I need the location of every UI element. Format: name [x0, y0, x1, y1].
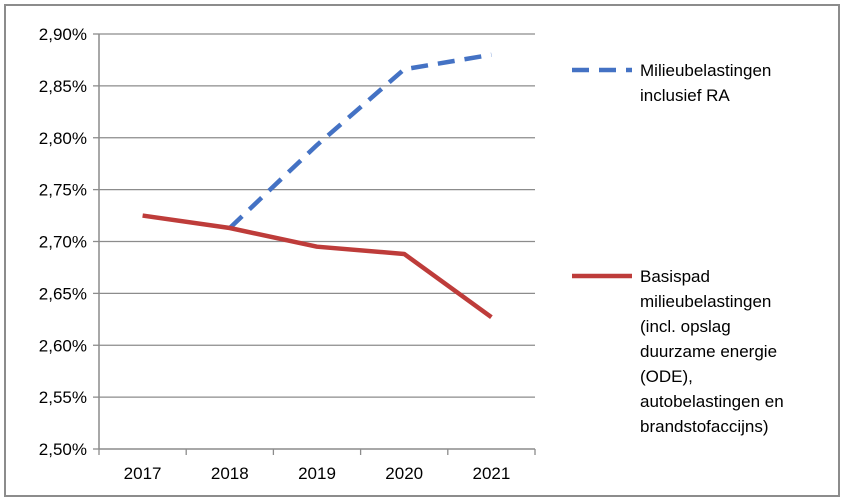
y-axis-ticks: 2,90% 2,85% 2,80% 2,75% 2,70% 2,65% 2,60% 2,55%… [39, 25, 99, 459]
legend-label: duurzame energie [640, 342, 777, 361]
y-tick-label: 2,70% [39, 233, 87, 252]
legend-label: brandstofaccijns) [640, 417, 769, 436]
y-tick-label: 2,60% [39, 336, 87, 355]
x-tick-label: 2017 [124, 464, 162, 483]
legend-label: Milieubelastingen [640, 61, 771, 80]
legend: Milieubelastingen inclusief RA Basispad mil… [572, 61, 784, 436]
gridlines [99, 33, 535, 398]
y-tick-label: 2,85% [39, 77, 87, 96]
series-lines [142, 52, 493, 320]
x-tick-label: 2020 [385, 464, 423, 483]
legend-label: inclusief RA [640, 86, 730, 105]
y-tick-label: 2,55% [39, 388, 87, 407]
y-tick-label: 2,90% [39, 25, 87, 44]
y-tick-label: 2,75% [39, 181, 87, 200]
x-axis-ticks: 2017 2018 2019 2020 2021 [98, 449, 536, 483]
x-tick-label: 2018 [211, 464, 249, 483]
legend-label: (ODE), [640, 367, 693, 386]
legend-label: (incl. opslag [640, 317, 731, 336]
y-tick-label: 2,50% [39, 440, 87, 459]
legend-label: Basispad [640, 267, 710, 286]
series-line-milieubelastingen-ra [228, 52, 492, 230]
legend-label: milieubelastingen [640, 292, 771, 311]
x-tick-label: 2019 [298, 464, 336, 483]
y-tick-label: 2,80% [39, 129, 87, 148]
x-tick-label: 2021 [472, 464, 510, 483]
y-tick-label: 2,65% [39, 284, 87, 303]
legend-label: autobelastingen en [640, 392, 784, 411]
series-line-basispad [142, 213, 493, 320]
